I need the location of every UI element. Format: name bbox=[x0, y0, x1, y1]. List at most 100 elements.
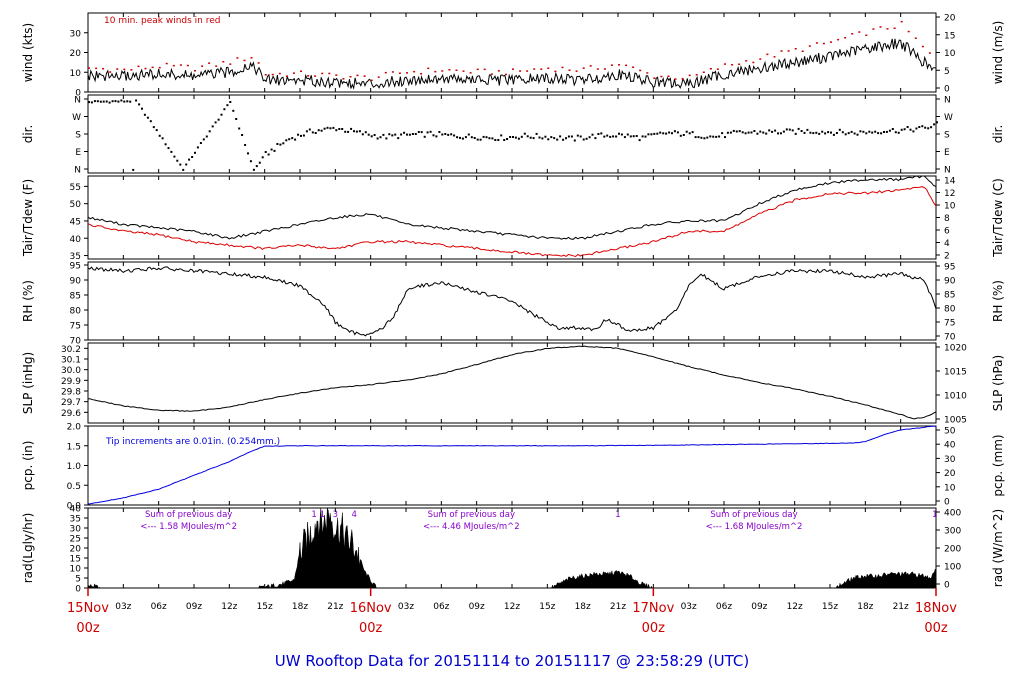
direction-point bbox=[753, 130, 756, 132]
peak-wind-point bbox=[731, 64, 734, 66]
right-tick-label: 0 bbox=[944, 581, 950, 591]
relative-humidity-line bbox=[87, 266, 937, 337]
direction-point bbox=[573, 139, 576, 142]
peak-wind-point bbox=[787, 50, 790, 52]
peak-wind-point bbox=[483, 68, 486, 71]
peak-wind-point bbox=[519, 70, 522, 72]
right-tick-label: 1005 bbox=[944, 416, 967, 426]
direction-point bbox=[423, 135, 426, 138]
direction-point bbox=[653, 132, 656, 135]
right-tick-label: 70 bbox=[944, 333, 956, 343]
direction-point bbox=[302, 134, 305, 137]
right-tick-label: N bbox=[944, 166, 951, 176]
right-tick-label: 400 bbox=[944, 509, 961, 519]
direction-point bbox=[102, 100, 105, 103]
peak-wind-point bbox=[893, 27, 896, 29]
direction-point bbox=[264, 151, 267, 153]
peak-wind-point bbox=[201, 65, 204, 67]
direction-point bbox=[385, 137, 388, 140]
peak-wind-point bbox=[328, 72, 331, 75]
direction-point bbox=[132, 168, 135, 171]
direction-point bbox=[123, 100, 126, 103]
left-tick-label: 1.5 bbox=[67, 442, 81, 452]
direction-point bbox=[735, 130, 738, 133]
dewpoint-line bbox=[87, 186, 937, 258]
direction-point bbox=[406, 133, 408, 136]
left-axis-title: RH (%) bbox=[21, 280, 35, 322]
direction-point bbox=[441, 133, 444, 136]
peak-wind-point bbox=[314, 75, 317, 77]
radiation-tip-mark: 1 bbox=[615, 510, 620, 520]
peak-wind-point bbox=[618, 64, 620, 66]
peak-wind-point bbox=[822, 42, 825, 45]
direction-point bbox=[859, 130, 862, 133]
direction-point bbox=[226, 104, 229, 107]
peak-wind-point bbox=[603, 68, 606, 70]
hour-tick-label: 09z bbox=[751, 602, 767, 612]
direction-point bbox=[706, 136, 709, 139]
solar-radiation-area bbox=[87, 507, 937, 589]
direction-point bbox=[149, 120, 152, 123]
left-tick-label: 90 bbox=[70, 277, 82, 287]
peak-wind-point bbox=[688, 74, 691, 77]
day-sum-label: Sum of previous day bbox=[145, 510, 232, 520]
peak-wind-point bbox=[292, 72, 295, 74]
direction-point bbox=[774, 129, 777, 132]
panel-2-frame bbox=[87, 175, 937, 260]
direction-point bbox=[93, 100, 96, 103]
direction-point bbox=[358, 130, 361, 133]
sea-level-pressure-line bbox=[87, 345, 937, 420]
direction-point bbox=[347, 130, 350, 133]
direction-point bbox=[609, 135, 612, 138]
peak-wind-point bbox=[914, 37, 917, 39]
peak-wind-point bbox=[116, 68, 119, 70]
date-label-hour: 00z bbox=[642, 621, 666, 636]
hour-tick-label: 21z bbox=[327, 602, 343, 612]
direction-point bbox=[800, 130, 803, 132]
peak-wind-point bbox=[420, 73, 423, 75]
direction-point bbox=[594, 137, 597, 140]
direction-point bbox=[320, 129, 323, 132]
peak-wind-point bbox=[137, 65, 140, 68]
direction-point bbox=[397, 137, 400, 140]
direction-point bbox=[659, 131, 662, 134]
peak-wind-point bbox=[808, 45, 811, 47]
direction-point bbox=[491, 137, 494, 140]
direction-point bbox=[182, 168, 185, 171]
peak-wind-point bbox=[384, 71, 387, 74]
peak-wind-point bbox=[752, 61, 755, 64]
direction-point bbox=[933, 123, 936, 126]
direction-point bbox=[509, 136, 512, 138]
hour-tick-label: 15z bbox=[257, 602, 273, 612]
panel-6-frame bbox=[87, 507, 937, 589]
direction-point bbox=[108, 101, 111, 104]
direction-point bbox=[170, 150, 173, 153]
right-tick-label: 100 bbox=[944, 563, 961, 573]
direction-point bbox=[214, 121, 217, 124]
direction-point bbox=[276, 143, 279, 145]
peak-wind-point bbox=[879, 26, 882, 28]
direction-point bbox=[550, 136, 553, 139]
right-tick-label: 95 bbox=[944, 263, 955, 273]
peak-wind-point bbox=[342, 78, 345, 80]
direction-point bbox=[794, 132, 797, 135]
left-tick-label: N bbox=[74, 96, 81, 106]
direction-point bbox=[903, 128, 906, 131]
direction-point bbox=[668, 131, 671, 134]
peak-wind-point bbox=[851, 33, 854, 35]
peak-wind-point bbox=[724, 63, 726, 65]
direction-point bbox=[285, 139, 288, 142]
direction-point bbox=[249, 160, 252, 163]
peak-wind-point bbox=[377, 76, 380, 78]
panel-5-axes: 0.0 0.5 1.0 1.5 2.0 0 10 20 30 40 50 pcp. (in) pcp. … bbox=[21, 423, 1005, 512]
direction-point bbox=[403, 131, 406, 134]
direction-point bbox=[117, 100, 120, 103]
left-axis-title: pcp. (in) bbox=[21, 441, 35, 491]
direction-point bbox=[591, 133, 594, 136]
peak-wind-point bbox=[745, 60, 748, 62]
direction-point bbox=[494, 139, 497, 141]
direction-point bbox=[600, 132, 603, 135]
peak-wind-point bbox=[356, 74, 359, 77]
direction-point bbox=[891, 128, 894, 130]
direction-point bbox=[697, 136, 700, 139]
